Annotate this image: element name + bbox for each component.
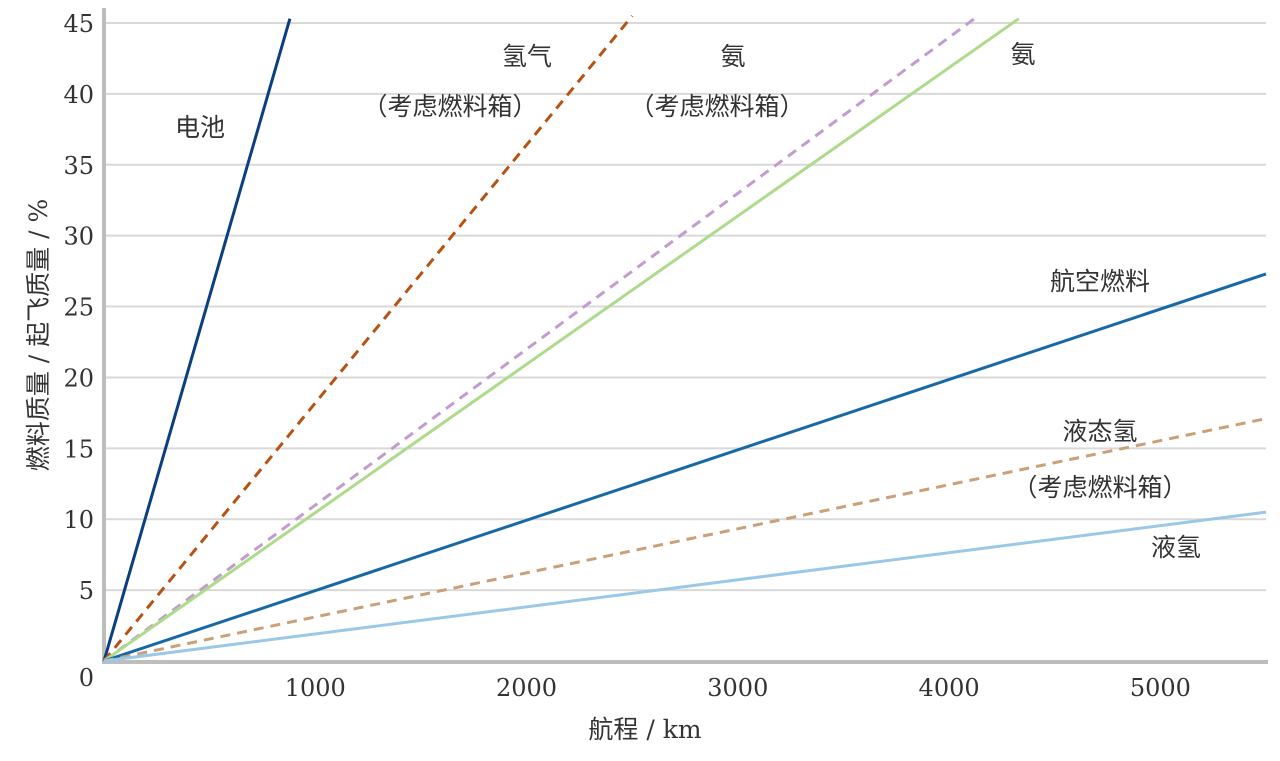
y-tick-label: 35 xyxy=(63,152,94,180)
y-tick-label: 25 xyxy=(63,294,94,322)
series-lines xyxy=(102,14,1267,663)
series-label-0: 电池 xyxy=(175,113,225,142)
series-note-2: （考虑燃料箱） xyxy=(629,92,804,121)
y-tick-label: 10 xyxy=(63,506,94,534)
series-line-0 xyxy=(102,18,292,662)
series-line-2 xyxy=(103,17,976,663)
x-tick-label: 4000 xyxy=(919,674,980,702)
x-tick-label: 3000 xyxy=(707,674,768,702)
series-line-1 xyxy=(102,14,634,662)
y-tick-label: 45 xyxy=(63,10,94,38)
y-tick-label: 20 xyxy=(63,364,94,392)
y-axis-title: 燃料质量 / 起飞质量 / % xyxy=(24,199,53,471)
series-line-3 xyxy=(103,17,1020,663)
x-tick-label: 1000 xyxy=(285,674,346,702)
y-tick-label: 30 xyxy=(63,223,94,251)
axes xyxy=(102,8,1268,664)
series-label-5: 液态氢 xyxy=(1062,417,1137,446)
x-axis-title: 航程 / km xyxy=(588,715,701,744)
series-note-1: （考虑燃料箱） xyxy=(362,92,537,121)
series-label-4: 航空燃料 xyxy=(1050,267,1150,296)
x-tick-label: 5000 xyxy=(1130,674,1191,702)
y-tick-label: 15 xyxy=(63,435,94,463)
series-note-5: （考虑燃料箱） xyxy=(1012,473,1187,502)
y-tick-label: 0 xyxy=(79,664,94,692)
series-label-6: 液氢 xyxy=(1151,533,1201,562)
x-tick-labels: 1000 2000 3000 4000 5000 xyxy=(285,674,1191,702)
y-tick-label: 5 xyxy=(79,577,94,605)
y-tick-labels: 0 5 10 15 20 25 30 35 40 45 xyxy=(63,10,94,692)
series-line-5 xyxy=(103,417,1267,663)
x-tick-label: 2000 xyxy=(496,674,557,702)
series-label-3: 氨 xyxy=(1010,40,1035,69)
y-tick-label: 40 xyxy=(63,81,94,109)
series-label-2: 氨 xyxy=(720,42,745,71)
series-label-1: 氢气 xyxy=(502,42,552,71)
series-line-6 xyxy=(103,510,1267,663)
series-line-4 xyxy=(103,272,1267,663)
